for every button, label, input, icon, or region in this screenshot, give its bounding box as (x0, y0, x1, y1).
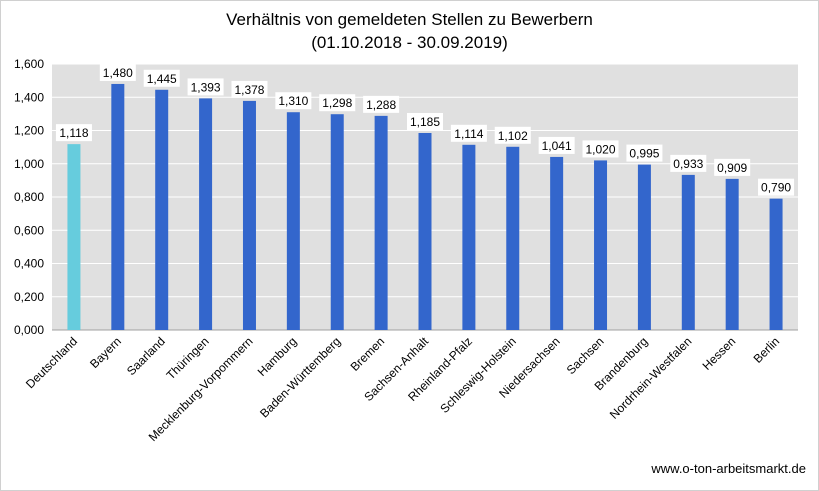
data-label-box (626, 144, 663, 162)
bar (111, 83, 125, 330)
category-label: Schleswig-Holstein (437, 334, 519, 416)
bar (67, 144, 81, 330)
bar (681, 174, 695, 330)
chart-subtitle: (01.10.2018 - 30.09.2019) (311, 33, 508, 52)
bar (418, 132, 432, 330)
data-label: 1,298 (322, 96, 352, 110)
y-tick-label: 1,200 (14, 124, 44, 138)
data-label-box (275, 92, 312, 110)
chart-title: Verhältnis von gemeldeten Stellen zu Bew… (226, 10, 593, 29)
bar (374, 115, 388, 331)
bar (594, 160, 608, 330)
y-tick-label: 1,400 (14, 90, 44, 104)
y-tick-label: 1,600 (14, 57, 44, 71)
data-label-box (187, 78, 224, 96)
category-label: Saarland (124, 334, 168, 378)
data-label: 1,378 (234, 83, 264, 97)
data-label: 1,114 (454, 127, 483, 141)
data-label: 1,393 (191, 80, 221, 94)
data-label: 1,185 (410, 115, 440, 129)
data-label-box (670, 154, 707, 172)
data-label: 0,933 (673, 157, 703, 171)
data-label-box (758, 178, 795, 196)
data-label: 1,310 (278, 94, 308, 108)
y-tick-label: 0,600 (14, 223, 44, 237)
category-label: Baden-Württemberg (257, 334, 343, 420)
category-label: Berlin (751, 334, 783, 366)
data-label: 0,995 (629, 147, 659, 161)
data-label-box (363, 95, 400, 113)
data-label: 0,909 (717, 161, 747, 175)
data-label-box (99, 63, 136, 81)
category-label: Nordrhein-Westfalen (607, 334, 695, 422)
bar (330, 114, 344, 331)
source-text: www.o-ton-arbeitsmarkt.de (651, 461, 806, 476)
data-label: 1,041 (542, 139, 572, 153)
bar (286, 112, 300, 331)
data-label-box (231, 80, 268, 98)
y-tick-label: 0,000 (14, 323, 44, 337)
y-tick-label: 0,400 (14, 257, 44, 271)
category-label: Sachsen (564, 334, 607, 377)
category-label: Bremen (348, 334, 388, 374)
data-label: 1,480 (103, 66, 133, 80)
bar (199, 98, 213, 330)
bar (637, 164, 651, 330)
bar (725, 178, 739, 330)
data-label-box (582, 140, 619, 158)
data-label-box (407, 112, 443, 130)
data-label-box (450, 124, 487, 142)
data-label-box (319, 94, 356, 112)
data-label: 1,020 (586, 142, 616, 156)
data-label: 1,445 (147, 72, 177, 86)
category-label: Hessen (700, 334, 739, 373)
data-label-box (143, 69, 180, 87)
bar (769, 198, 783, 330)
data-label: 1,102 (498, 129, 528, 143)
data-label-box (55, 124, 92, 142)
category-label: Bayern (87, 334, 124, 371)
y-tick-label: 0,200 (14, 290, 44, 304)
category-label: Deutschland (23, 334, 80, 391)
bar (155, 89, 169, 330)
y-tick-label: 1,000 (14, 157, 44, 171)
data-label-box (538, 136, 575, 154)
data-label: 1,288 (366, 98, 396, 112)
bar (550, 156, 564, 330)
data-label-box (494, 126, 531, 144)
category-label: Hamburg (255, 334, 300, 379)
data-label: 1,118 (59, 126, 88, 140)
bar (242, 100, 256, 330)
bar (506, 146, 520, 330)
data-label-box (714, 158, 751, 176)
bar (462, 144, 476, 330)
data-label: 0,790 (761, 181, 791, 195)
y-tick-label: 0,800 (14, 190, 44, 204)
